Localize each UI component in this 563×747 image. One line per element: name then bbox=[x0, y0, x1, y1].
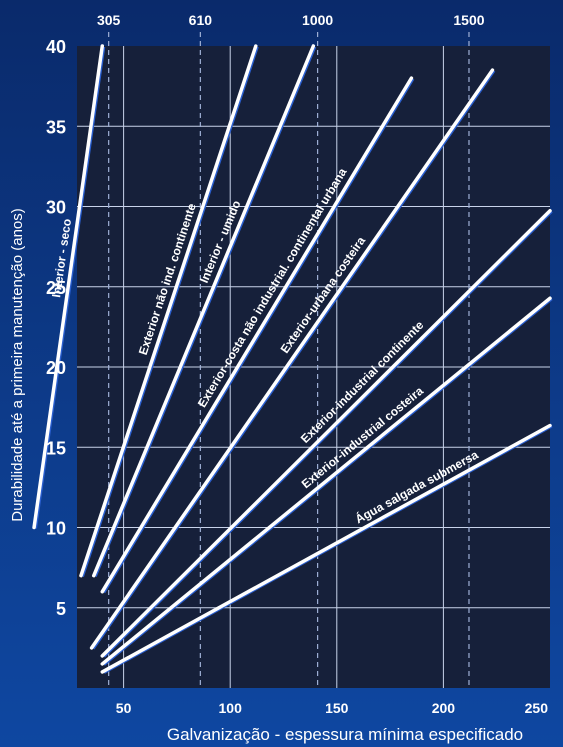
series-line bbox=[100, 423, 552, 674]
y-tick-label: 5 bbox=[56, 599, 66, 619]
series-line-shadow bbox=[103, 298, 553, 666]
series-line-shadow bbox=[35, 46, 106, 529]
y-tick-label: 15 bbox=[46, 438, 66, 458]
series-line bbox=[100, 296, 552, 666]
secondary-x-tick-label: 1500 bbox=[453, 12, 484, 28]
x-tick-label: 50 bbox=[116, 700, 132, 716]
series-lines bbox=[32, 44, 553, 674]
x-tick-label: 200 bbox=[432, 700, 456, 716]
series-line-shadow bbox=[103, 211, 553, 658]
series-line-shadow bbox=[103, 78, 415, 594]
x-tick-label: 250 bbox=[525, 700, 549, 716]
series-line-shadow bbox=[94, 46, 317, 578]
y-axis-title: Durabilidade até a primeira manutenção (… bbox=[9, 208, 26, 522]
y-tick-label: 20 bbox=[46, 358, 66, 378]
y-tick-label: 40 bbox=[46, 37, 66, 57]
series-line-shadow bbox=[92, 70, 496, 650]
series-line-shadow bbox=[103, 425, 553, 674]
series-line bbox=[100, 76, 414, 594]
x-axis-title: Galvanização - espessura mínima especifi… bbox=[167, 725, 523, 744]
tick-labels: 5 10 15 20 25 30 35 40 50 100 150 200 250 305 610 1000 1… bbox=[46, 12, 548, 716]
x-tick-label: 150 bbox=[325, 700, 349, 716]
series-line bbox=[79, 44, 258, 578]
series-line bbox=[92, 44, 316, 578]
series-line bbox=[89, 68, 495, 650]
y-tick-label: 35 bbox=[46, 117, 66, 137]
series-line bbox=[32, 44, 105, 530]
series-line-shadow bbox=[82, 46, 259, 577]
series-line bbox=[100, 208, 552, 658]
y-tick-label: 25 bbox=[46, 278, 66, 298]
secondary-x-tick-label: 1000 bbox=[302, 12, 333, 28]
y-tick-label: 10 bbox=[46, 519, 66, 539]
x-tick-label: 100 bbox=[219, 700, 243, 716]
secondary-x-tick-label: 305 bbox=[97, 12, 121, 28]
y-tick-label: 30 bbox=[46, 198, 66, 218]
secondary-x-tick-label: 610 bbox=[189, 12, 213, 28]
